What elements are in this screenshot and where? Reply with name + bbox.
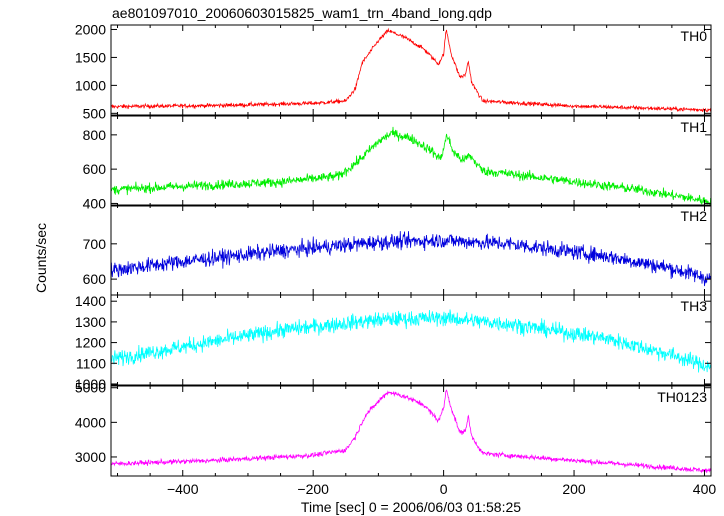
y-tick-label: 2000 xyxy=(75,21,106,37)
panel-label: TH3 xyxy=(681,298,708,314)
x-tick-label: 400 xyxy=(693,481,717,497)
panel-label: TH0123 xyxy=(657,389,707,405)
panel-label: TH0 xyxy=(681,28,708,44)
y-tick-label: 700 xyxy=(83,236,107,252)
y-tick-label: 1200 xyxy=(75,335,106,351)
series-line-th1 xyxy=(111,126,711,206)
y-axis-label: Counts/sec xyxy=(33,223,49,293)
series-line-th3 xyxy=(111,309,711,373)
panel-frame xyxy=(110,294,712,386)
y-tick-label: 400 xyxy=(83,195,107,211)
panel-label: TH2 xyxy=(681,208,708,224)
panel-th0123: 3000 4000 5000 TH0123 xyxy=(75,380,712,477)
panel-frame xyxy=(110,115,712,207)
panel-th3: 1000 1100 1200 1300 1400 TH3 xyxy=(75,293,712,392)
x-tick-label: 0 xyxy=(440,481,448,497)
x-tick-label: −400 xyxy=(167,481,199,497)
y-tick-label: 600 xyxy=(83,271,107,287)
y-tick-label: 500 xyxy=(83,105,107,121)
y-tick-label: 1300 xyxy=(75,314,106,330)
y-tick-label: 4000 xyxy=(75,414,106,430)
y-tick-label: 1000 xyxy=(75,376,106,392)
x-tick-label: −200 xyxy=(297,481,329,497)
y-tick-label: 600 xyxy=(83,161,107,177)
plot-title: ae801097010_20060603015825_wam1_trn_4ban… xyxy=(112,5,492,21)
series-line-th0123 xyxy=(111,389,711,474)
series-line-th2 xyxy=(111,231,711,287)
y-tick-label: 1000 xyxy=(75,77,106,93)
y-tick-label: 3000 xyxy=(75,449,106,465)
x-axis-label: Time [sec] 0 = 2006/06/03 01:58:25 xyxy=(301,499,521,515)
y-tick-label: 5000 xyxy=(75,380,106,396)
panel-frame xyxy=(110,204,712,296)
panel-th0: 500 1000 1500 2000 TH0 xyxy=(75,21,712,121)
panel-frame xyxy=(110,385,712,477)
series-line-th0 xyxy=(111,27,711,113)
panel-frame xyxy=(110,24,712,116)
y-tick-label: 1500 xyxy=(75,49,106,65)
x-tick-label: 200 xyxy=(562,481,586,497)
y-tick-label: 800 xyxy=(83,127,107,143)
panel-th1: 400 600 800 TH1 xyxy=(83,115,712,211)
panel-label: TH1 xyxy=(681,119,708,135)
y-tick-label: 1400 xyxy=(75,293,106,309)
panel-th2: 600 700 TH2 xyxy=(83,204,712,296)
y-tick-label: 1100 xyxy=(76,355,106,371)
